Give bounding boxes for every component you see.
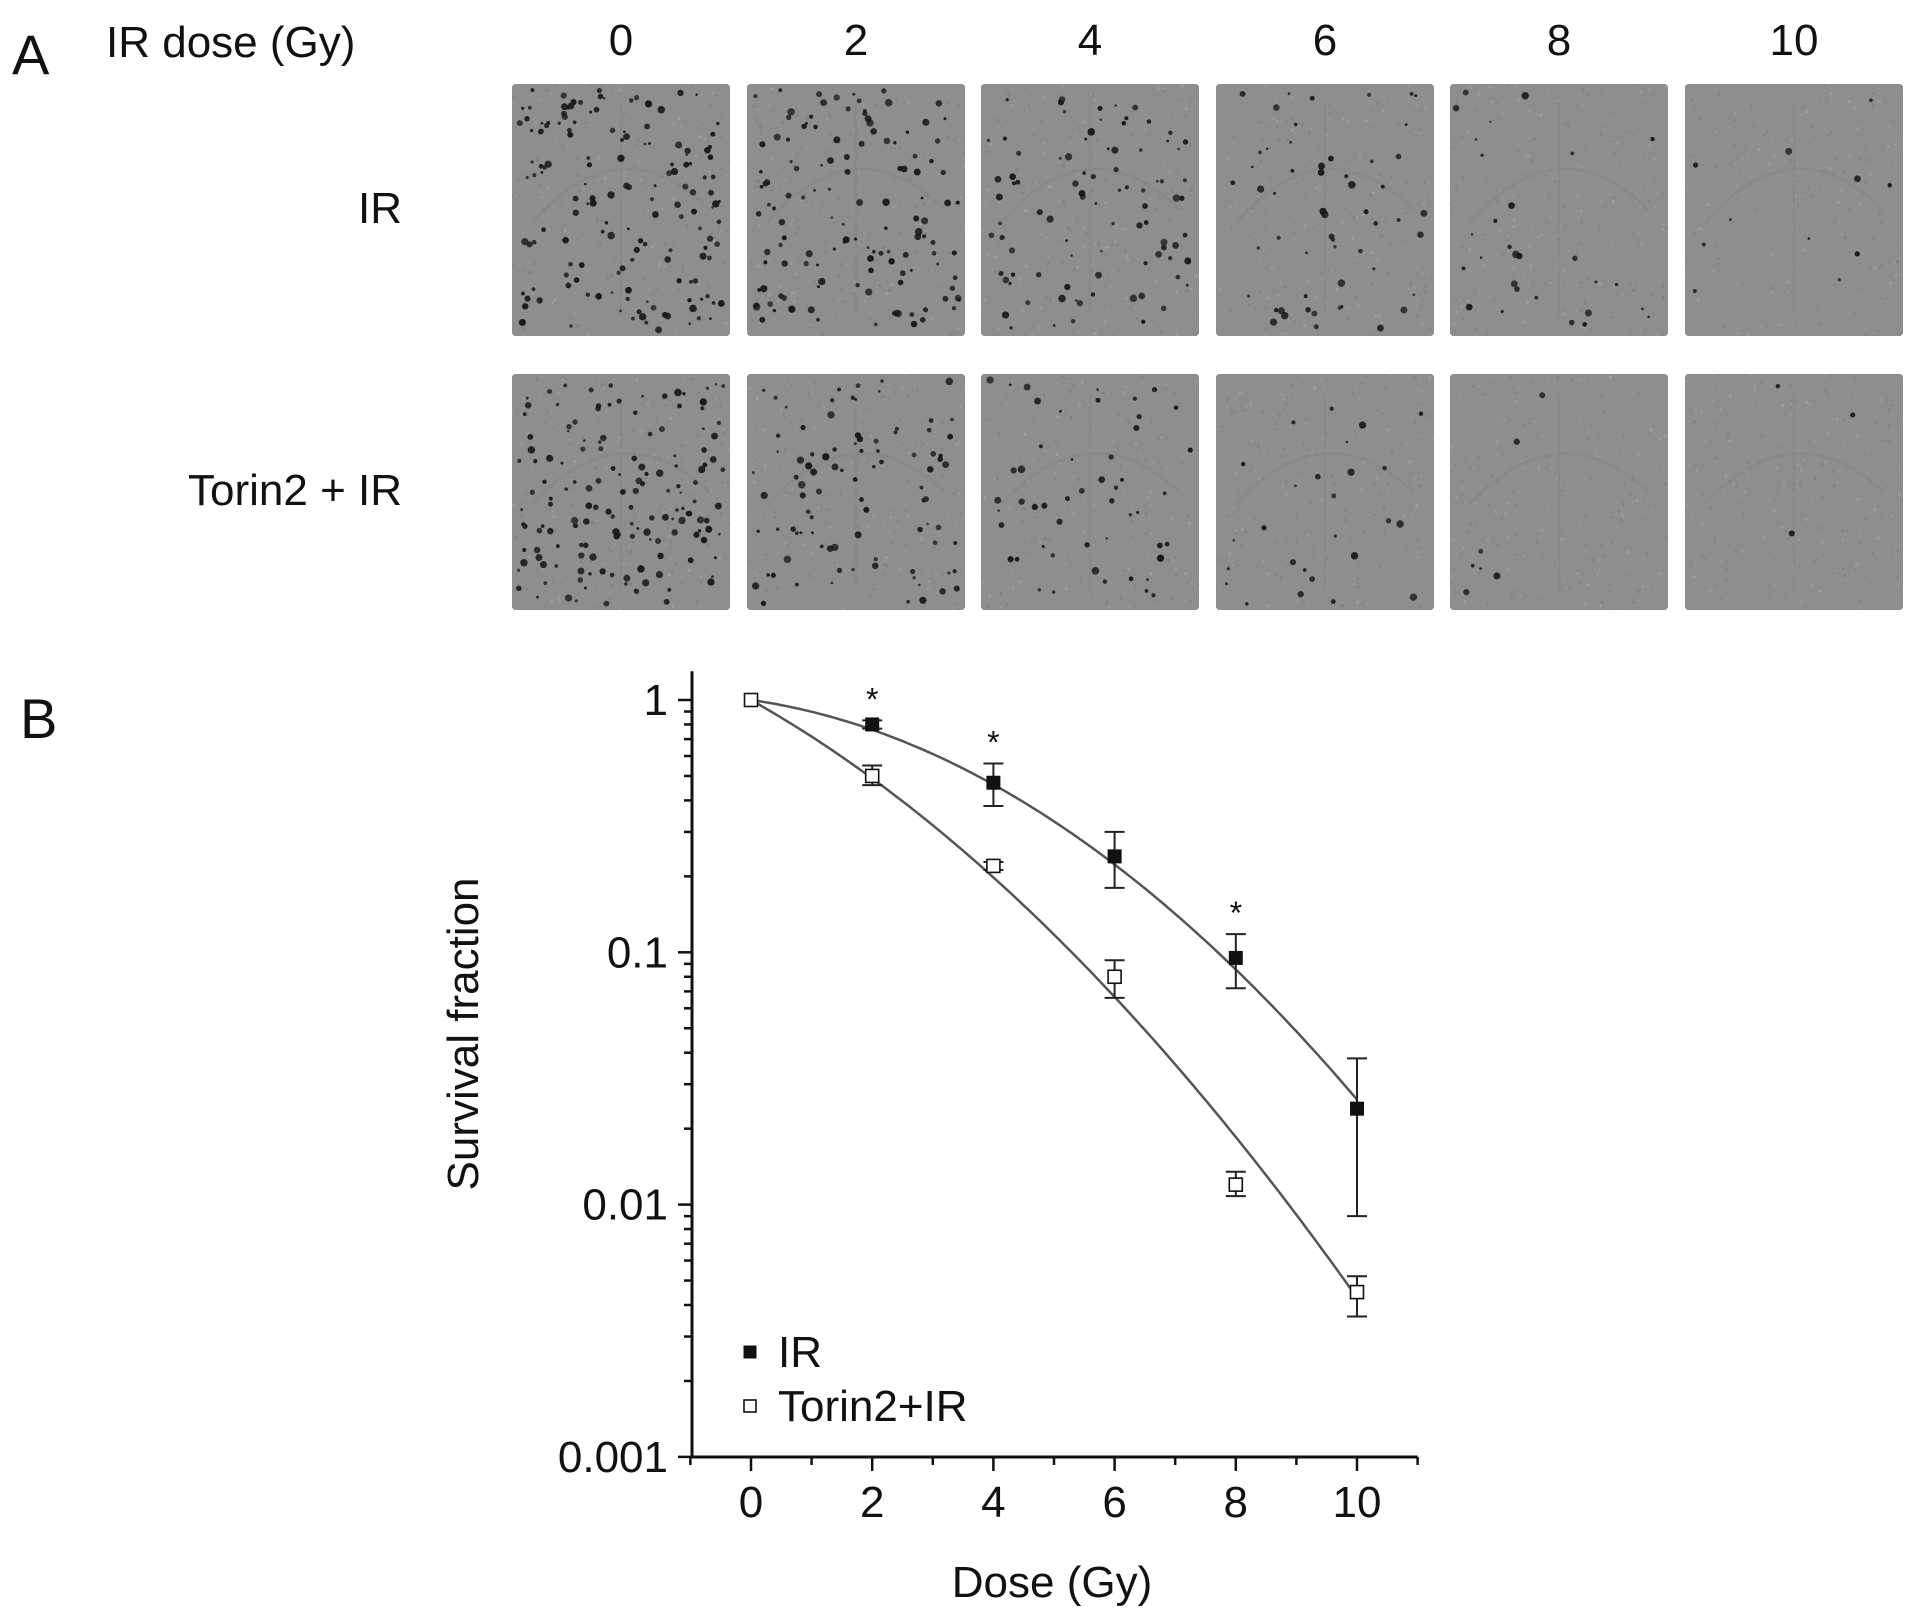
- dose-label: 4: [1077, 16, 1103, 65]
- y-tick-label: 1: [644, 676, 668, 725]
- torin2-ir-data-point: [864, 768, 880, 784]
- colony-well: [512, 84, 730, 336]
- torin2-ir-data-point: [743, 692, 759, 708]
- ir-data-point: [865, 717, 880, 732]
- significance-star: *: [1230, 895, 1242, 931]
- ir-data-point: [986, 775, 1001, 790]
- x-tick-label: 6: [1102, 1478, 1126, 1527]
- colony-well: [1216, 374, 1434, 610]
- legend-marker: [743, 1399, 757, 1413]
- colony-well: [1685, 84, 1903, 336]
- panel-a-letter: A: [12, 23, 50, 86]
- colony-well: [1216, 84, 1434, 336]
- colony-well: [981, 374, 1199, 610]
- legend-label: IR: [778, 1328, 822, 1377]
- y-tick-label: 0.1: [607, 928, 668, 977]
- x-tick-label: 10: [1333, 1478, 1382, 1527]
- colony-well: [747, 374, 965, 610]
- significance-star: *: [987, 725, 999, 761]
- x-tick-label: 8: [1224, 1478, 1248, 1527]
- y-tick-label: 0.01: [582, 1181, 668, 1230]
- colony-well: [1450, 374, 1668, 610]
- ir-data-point: [1228, 950, 1243, 965]
- x-tick-label: 2: [860, 1478, 884, 1527]
- dose-header-label: IR dose (Gy): [106, 18, 356, 67]
- colony-well: [512, 374, 730, 610]
- torin2-ir-data-point: [1228, 1177, 1244, 1192]
- dose-label: 0: [608, 16, 634, 65]
- colony-well: [981, 84, 1199, 336]
- ir-data-point: [1350, 1101, 1364, 1116]
- dose-label: 2: [843, 16, 869, 65]
- dose-label: 8: [1546, 16, 1572, 65]
- fit-curve: [750, 698, 1358, 1101]
- row-label: IR: [358, 184, 402, 233]
- torin2-ir-data-point: [1349, 1284, 1365, 1300]
- ir-data-point: [1107, 849, 1122, 864]
- dose-label: 6: [1312, 16, 1338, 65]
- colony-well: [747, 84, 965, 336]
- row-label: Torin2 + IR: [188, 466, 402, 515]
- x-tick-label: 0: [739, 1478, 763, 1527]
- legend-marker: [743, 1345, 757, 1359]
- x-tick-label: 4: [981, 1478, 1005, 1527]
- fit-curve: [750, 698, 1359, 1299]
- colony-well: [1685, 374, 1903, 610]
- x-axis-label: Dose (Gy): [952, 1558, 1152, 1607]
- legend-label: Torin2+IR: [778, 1382, 968, 1431]
- panel-b-letter: B: [20, 687, 58, 750]
- torin2-ir-data-point: [986, 858, 1001, 874]
- torin2-ir-data-point: [1107, 969, 1122, 985]
- y-tick-label: 0.001: [558, 1433, 668, 1482]
- y-axis-label: Survival fraction: [439, 877, 488, 1190]
- dose-label: 10: [1769, 16, 1819, 65]
- significance-star: *: [866, 681, 878, 717]
- colony-well: [1450, 84, 1668, 336]
